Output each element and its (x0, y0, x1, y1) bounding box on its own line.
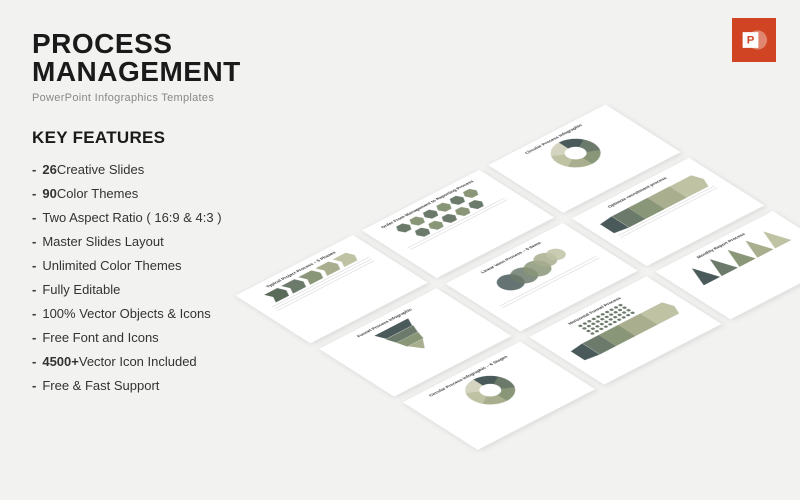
powerpoint-badge: P (732, 18, 776, 62)
feature-item: -Free & Fast Support (32, 374, 362, 398)
feature-item: -4500+ Vector Icon Included (32, 350, 362, 374)
key-features-heading: KEY FEATURES (32, 128, 362, 148)
feature-item: -90 Color Themes (32, 182, 362, 206)
svg-text:P: P (747, 35, 755, 47)
dots-diagram (578, 303, 637, 335)
slide-thumb-9: Monthly Report Process (655, 211, 800, 319)
feature-item: -26 Creative Slides (32, 158, 362, 182)
page-subtitle: PowerPoint Infographics Templates (32, 92, 362, 104)
page-title: PROCESS MANAGEMENT (32, 30, 362, 86)
feature-item: -Two Aspect Ratio ( 16:9 & 4:3 ) (32, 206, 362, 230)
donut-diagram (455, 370, 526, 411)
feature-item: -Master Slides Layout (32, 230, 362, 254)
